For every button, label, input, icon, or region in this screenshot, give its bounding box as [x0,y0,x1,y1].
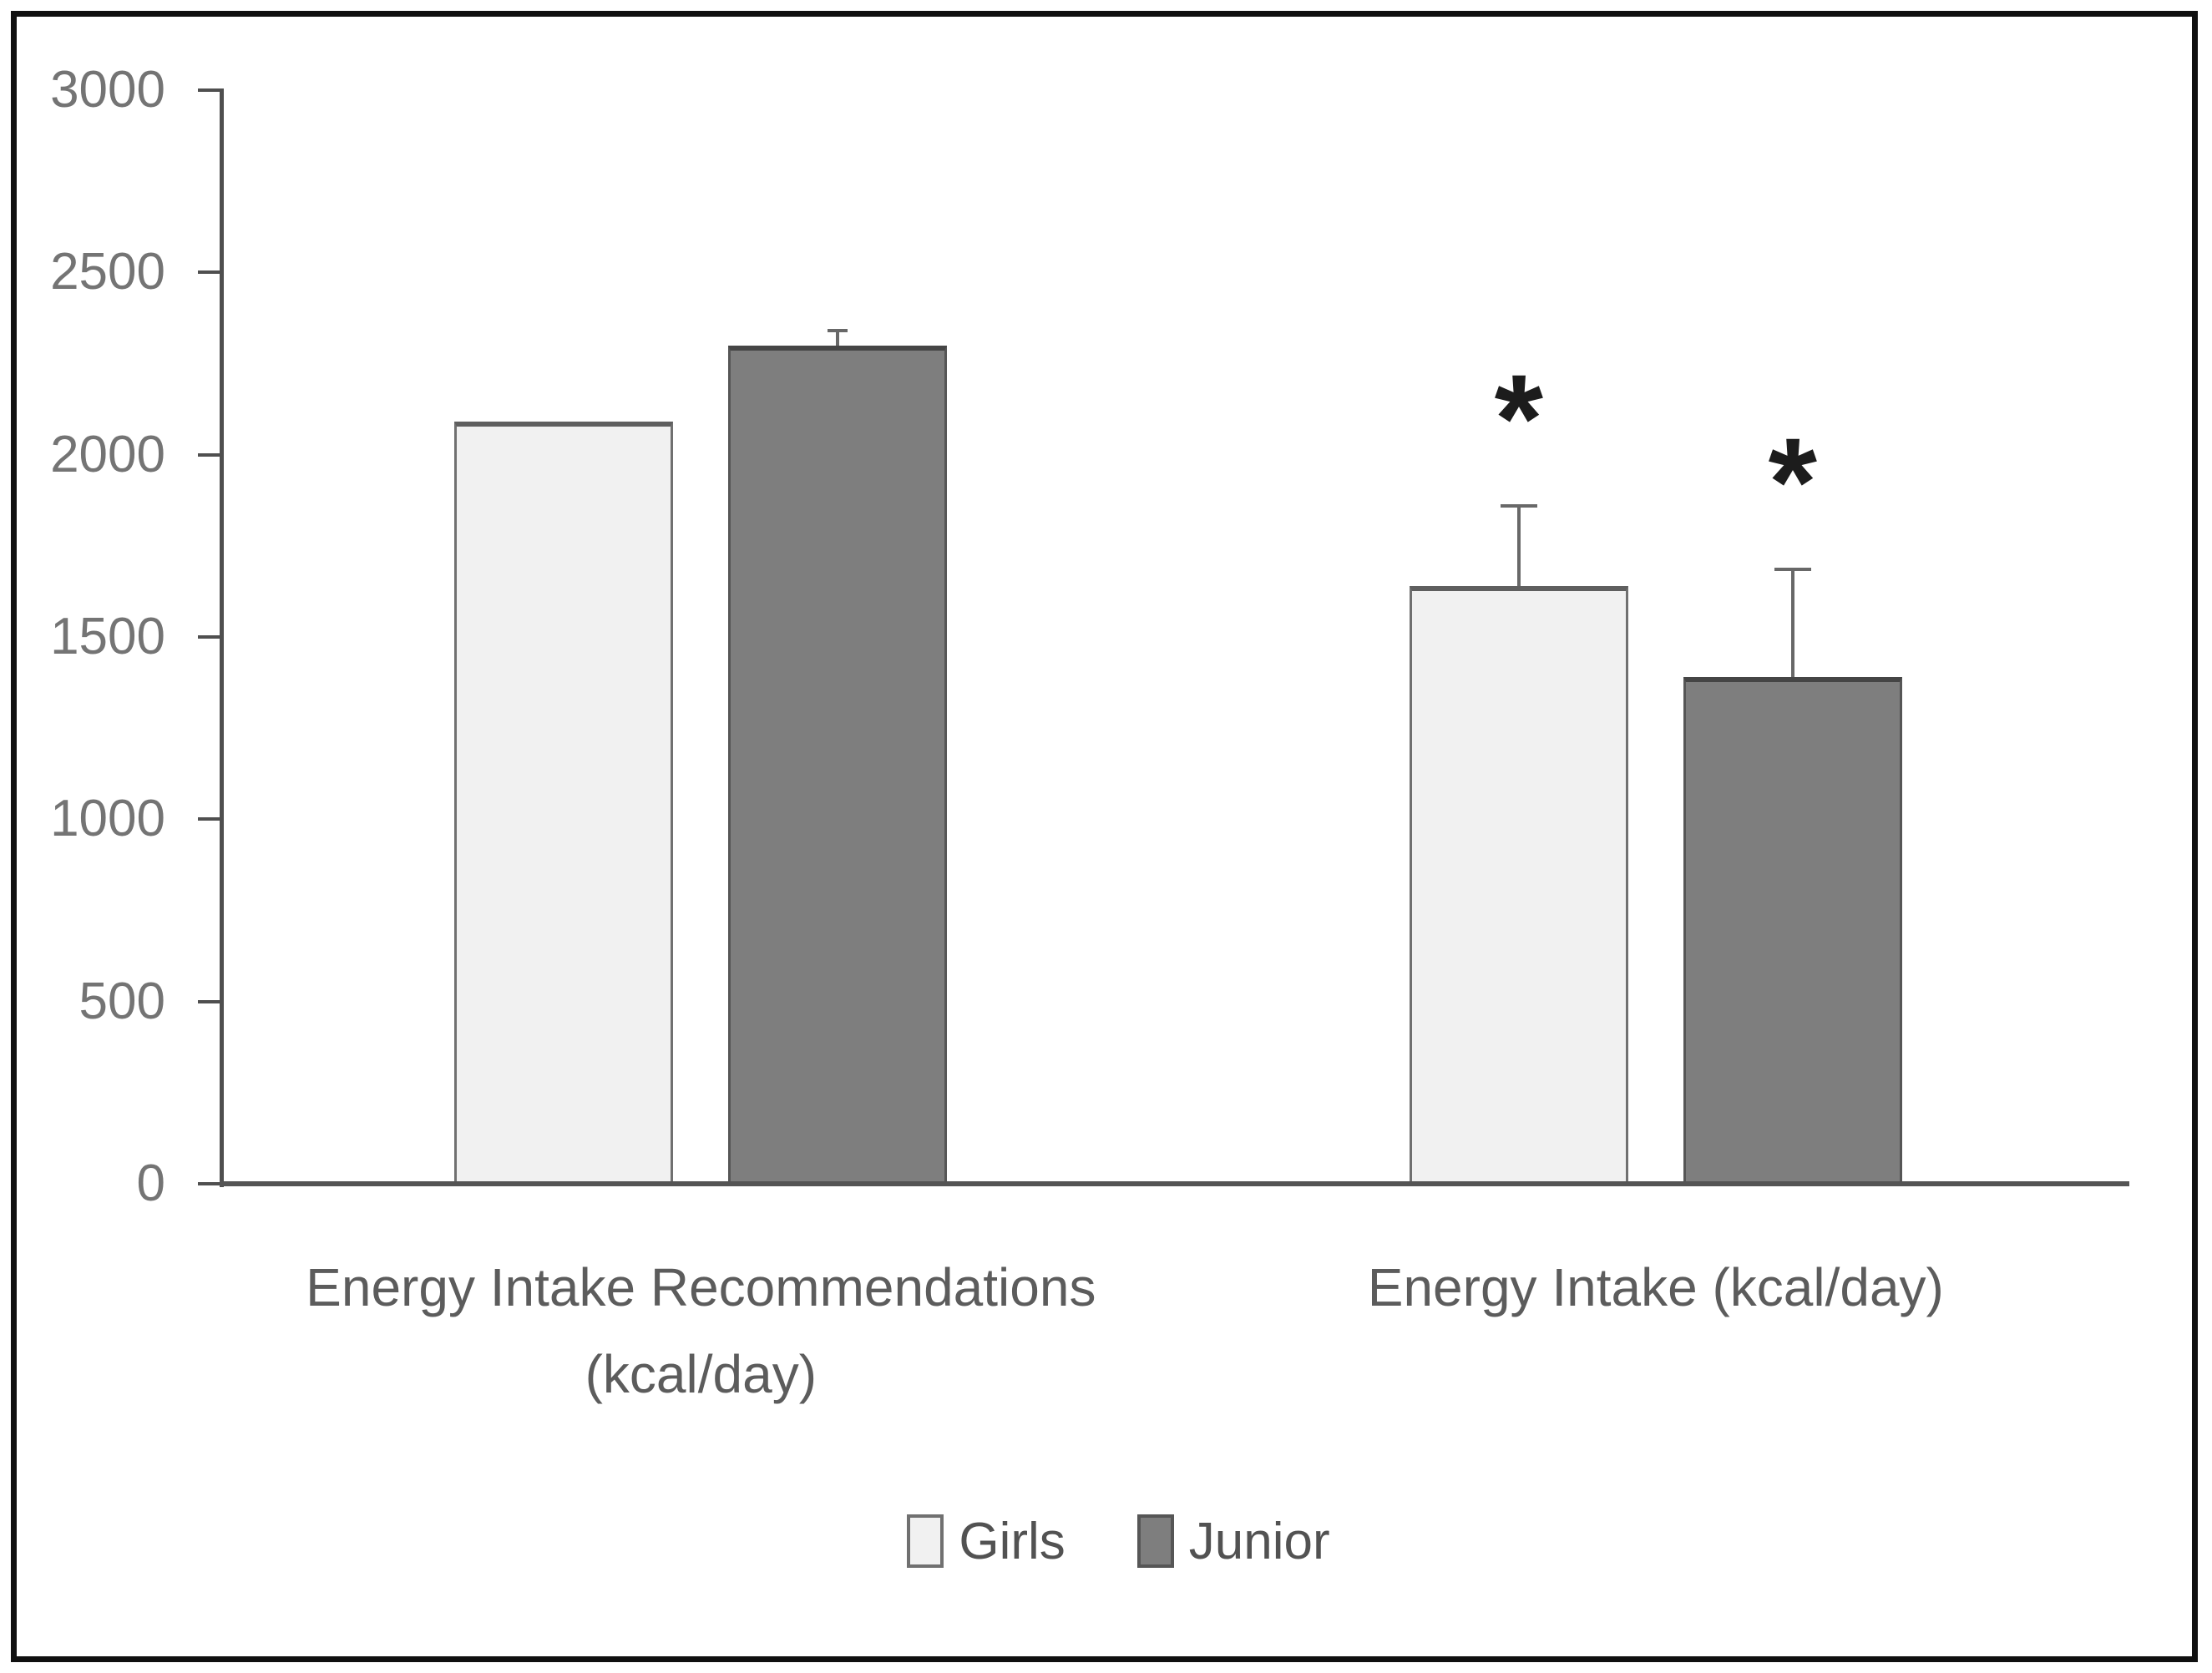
y-axis-tick-label: 0 [136,1155,165,1212]
significance-asterisk: * [1768,412,1817,553]
y-axis-tick [198,452,221,457]
y-axis-tick [198,635,221,639]
error-bar-cap [1500,503,1537,508]
y-axis-tick-label: 2000 [50,425,165,483]
y-axis-tick-label: 2500 [50,243,165,301]
y-axis-line [220,88,224,1187]
error-bar-whisker [1790,569,1794,678]
legend: Girls Junior [0,1508,2212,1574]
error-bar-whisker [836,331,840,346]
category-label-line: (kcal/day) [585,1344,817,1404]
error-bar-cap [1774,568,1811,572]
legend-label: Girls [959,1512,1066,1570]
y-axis-tick [198,817,221,821]
y-axis-tick [198,270,221,275]
y-axis-tick-label: 1500 [50,608,165,665]
category-label-group2: Energy Intake (kcal/day) [1105,1244,2207,1331]
legend-label: Junior [1188,1512,1330,1570]
legend-swatch-junior [1136,1514,1174,1568]
legend-swatch-girls [907,1514,944,1568]
y-axis-tick-label: 500 [78,972,165,1030]
category-label-group1: Energy Intake Recommendations (kcal/day) [149,1244,1252,1418]
bar-girls-group2 [1409,585,1628,1184]
y-axis-tick [198,999,221,1003]
x-axis-line [220,1181,2129,1186]
y-axis-tick [198,88,221,92]
legend-item-girls: Girls [907,1512,1066,1571]
error-bar-cap [828,329,848,333]
category-label-line: Energy Intake (kcal/day) [1367,1257,1944,1317]
bar-girls-group1 [454,422,674,1184]
error-bar-whisker [1516,505,1521,586]
y-axis-tick-label: 3000 [50,61,165,119]
category-label-line: Energy Intake Recommendations [306,1257,1096,1317]
y-axis-tick-label: 1000 [50,790,165,848]
y-axis-tick [198,1182,221,1185]
bar-junior-group2 [1683,677,1902,1184]
legend-item-junior: Junior [1136,1512,1330,1571]
bar-junior-group1 [728,345,948,1184]
significance-asterisk: * [1494,347,1543,488]
